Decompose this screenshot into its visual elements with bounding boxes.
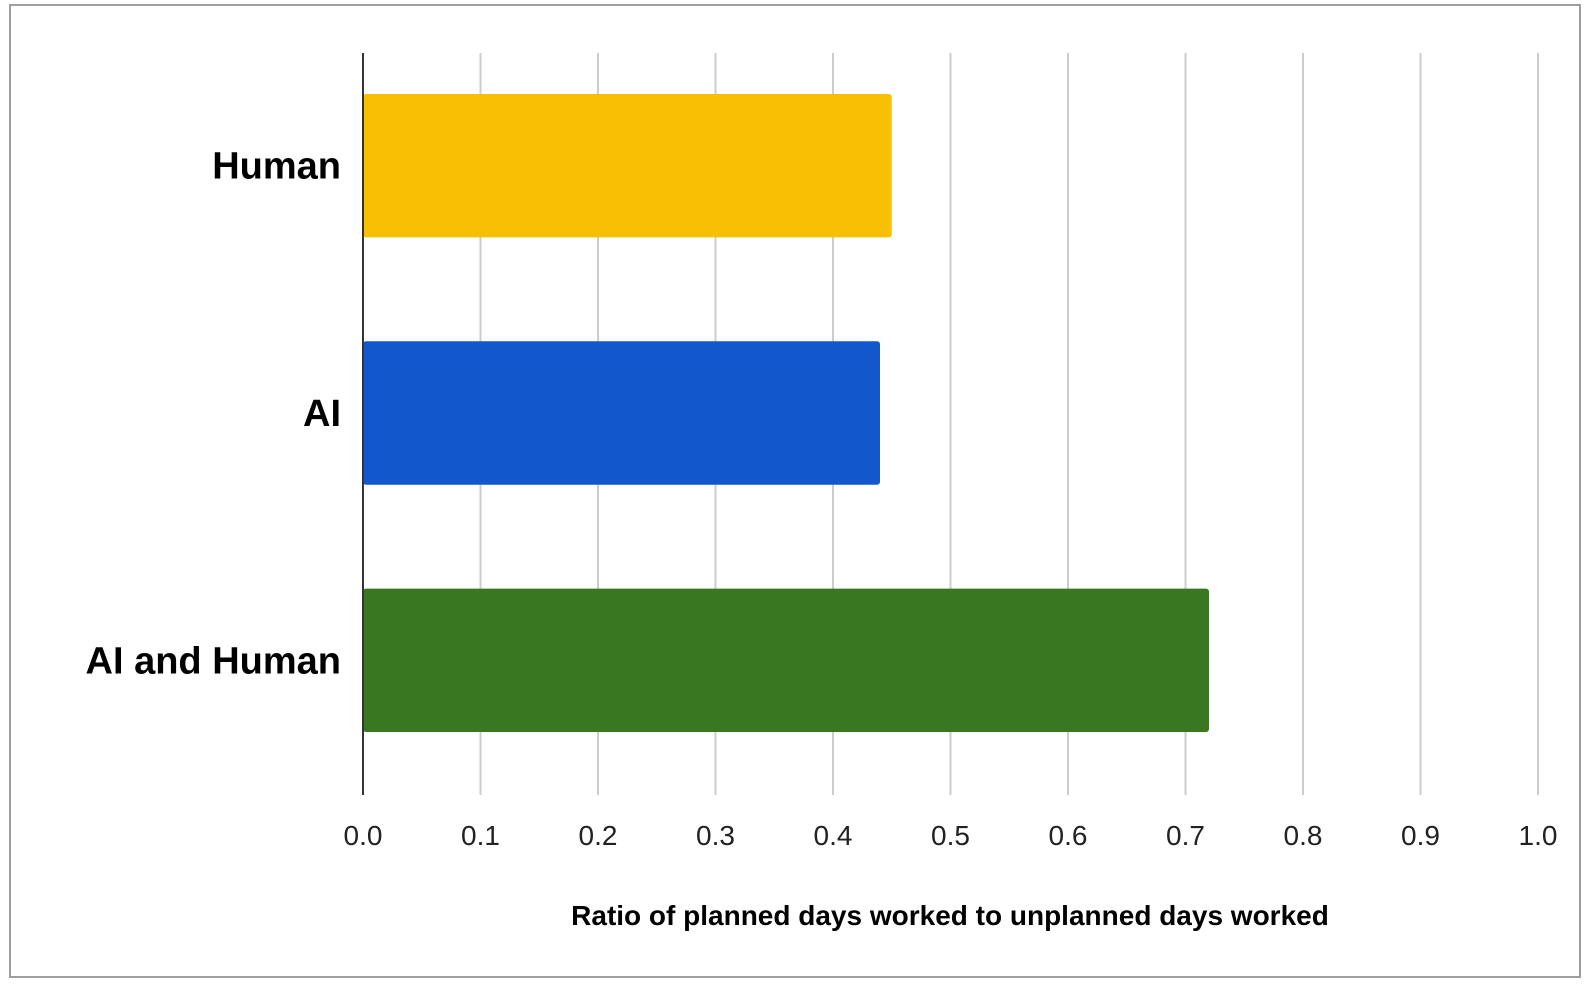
x-tick-label: 0.5 xyxy=(931,820,970,851)
category-label: Human xyxy=(212,146,341,188)
bar xyxy=(363,341,880,485)
bars xyxy=(363,93,1209,733)
x-tick-label: 0.6 xyxy=(1049,820,1088,851)
category-label: AI xyxy=(303,393,341,435)
x-tick-label: 0.9 xyxy=(1401,820,1440,851)
x-axis-title: Ratio of planned days worked to unplanne… xyxy=(571,900,1329,931)
x-tick-label: 0.2 xyxy=(579,820,618,851)
x-tick-label: 0.4 xyxy=(814,820,853,851)
x-tick-label: 0.8 xyxy=(1284,820,1323,851)
x-tick-label: 0.3 xyxy=(696,820,735,851)
category-label: AI and Human xyxy=(86,640,341,682)
bar xyxy=(363,588,1209,733)
x-tick-label: 0.7 xyxy=(1166,820,1205,851)
x-tick-label: 0.0 xyxy=(344,820,383,851)
x-tick-label: 0.1 xyxy=(461,820,500,851)
x-tick-label: 1.0 xyxy=(1519,820,1558,851)
category-labels: Human AI AI and Human xyxy=(86,146,341,683)
x-tick-labels: 0.0 0.1 0.2 0.3 0.4 0.5 0.6 0.7 0.8 0.9 1.0 xyxy=(344,820,1558,851)
bar xyxy=(363,93,892,238)
